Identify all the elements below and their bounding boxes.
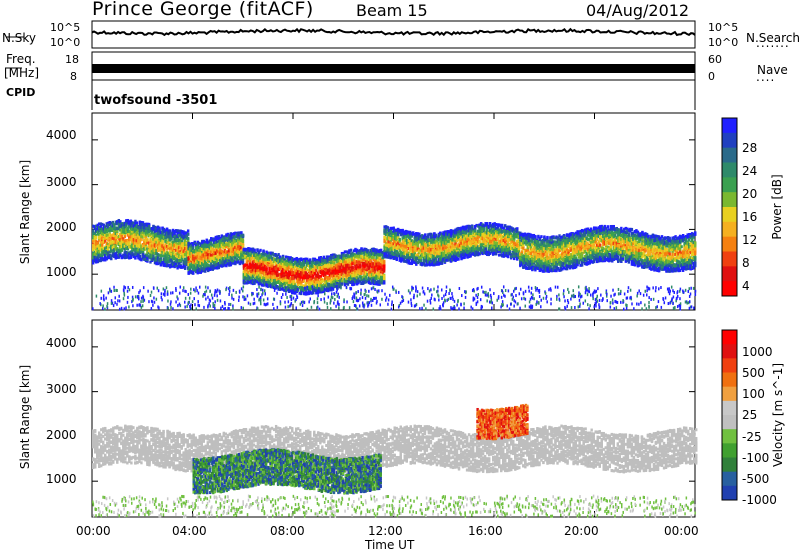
power-panel-frame [92,113,695,310]
power-echo-band-3 [383,222,520,267]
velocity-colorbar-swatch [722,429,737,444]
velocity-colorbar-swatch [722,415,737,430]
velocity-colorbar-swatch [722,443,737,458]
velocity-colorbar-swatch [722,472,737,487]
power-colorbar-swatch [722,177,737,192]
frequency-trace [92,64,695,73]
power-colorbar-swatch [722,281,737,296]
velocity-colorbar-swatch [722,358,737,373]
power-colorbar-swatch [722,118,737,133]
velocity-colorbar-swatch [722,387,737,402]
velocity-panel-frame [92,320,695,517]
velocity-low-range-echoes [92,495,696,518]
power-colorbar-swatch [722,237,737,252]
velocity-colorbar-swatch [722,486,737,501]
velocity-colorbar-swatch [722,458,737,473]
power-echo-band-2 [243,247,386,296]
power-colorbar-swatch [722,192,737,207]
velocity-colorbar-swatch [722,330,737,345]
velocity-colorbar-swatch [722,344,737,359]
power-colorbar-swatch [722,163,737,178]
power-low-range-echoes [92,285,696,310]
velocity-colorbar-swatch [722,401,737,416]
velocity-echo-band-0 [92,425,697,474]
power-echo-band-1 [187,231,244,275]
power-colorbar-swatch [722,133,737,148]
power-colorbar-swatch [722,207,737,222]
rti-plot-canvas [0,0,800,554]
nsky-trace [92,29,695,35]
power-echo-band-0 [92,219,189,270]
power-echo-band-4 [519,225,696,273]
power-colorbar-swatch [722,148,737,163]
power-colorbar-swatch [722,222,737,237]
power-colorbar-swatch [722,252,737,267]
power-colorbar-swatch [722,266,737,281]
velocity-colorbar-swatch [722,373,737,388]
velocity-echo-band-2 [476,404,528,441]
